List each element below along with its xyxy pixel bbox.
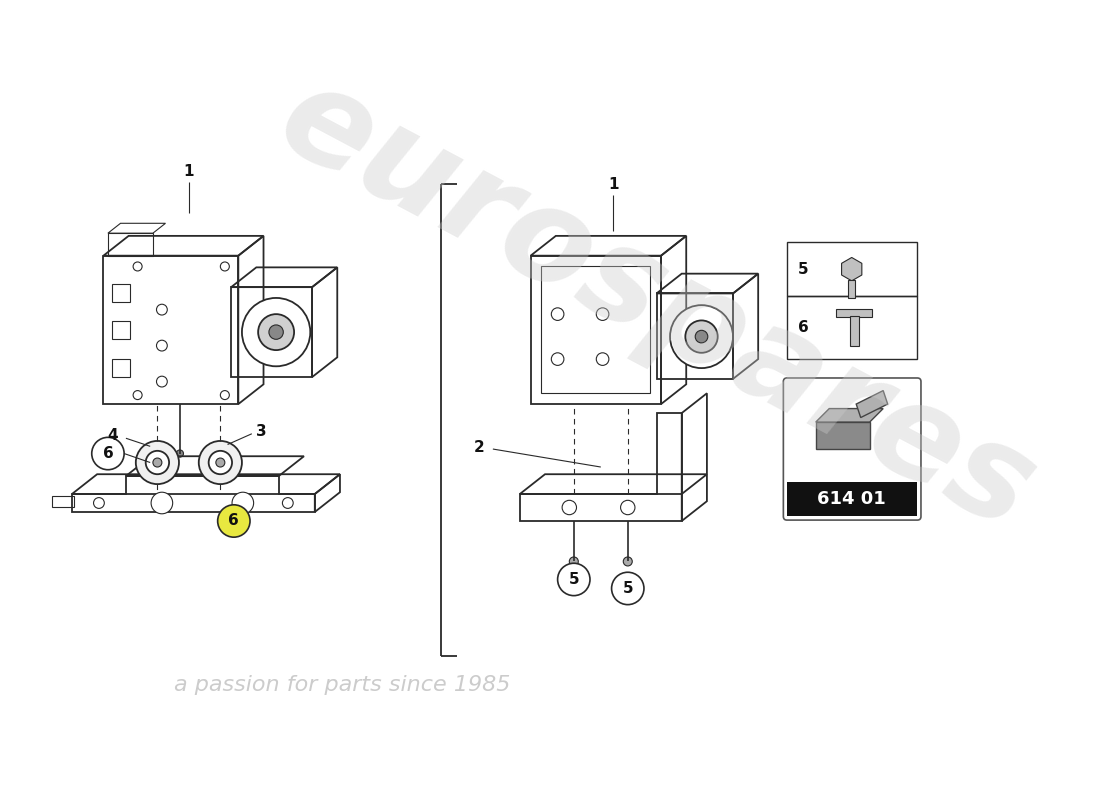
Polygon shape bbox=[842, 258, 861, 281]
Text: a passion for parts since 1985: a passion for parts since 1985 bbox=[174, 674, 510, 694]
Polygon shape bbox=[816, 422, 870, 449]
Polygon shape bbox=[856, 390, 888, 418]
Circle shape bbox=[156, 340, 167, 351]
Circle shape bbox=[199, 441, 242, 484]
Text: 5: 5 bbox=[569, 572, 579, 587]
Circle shape bbox=[91, 438, 124, 470]
Text: 5: 5 bbox=[798, 262, 808, 277]
Circle shape bbox=[218, 505, 250, 537]
Circle shape bbox=[133, 390, 142, 399]
Circle shape bbox=[220, 390, 229, 399]
Text: 5: 5 bbox=[623, 581, 634, 596]
Circle shape bbox=[596, 353, 609, 366]
Bar bbox=[108, 233, 153, 256]
Bar bbox=[530, 256, 661, 404]
FancyBboxPatch shape bbox=[783, 378, 921, 520]
Circle shape bbox=[156, 376, 167, 387]
Circle shape bbox=[232, 492, 254, 514]
Circle shape bbox=[133, 262, 142, 271]
Text: 614 01: 614 01 bbox=[817, 490, 887, 509]
Text: 3: 3 bbox=[255, 423, 266, 438]
Polygon shape bbox=[816, 409, 883, 422]
Text: 1: 1 bbox=[608, 177, 618, 192]
Bar bbox=[848, 280, 856, 298]
Circle shape bbox=[268, 325, 284, 339]
Bar bbox=[112, 359, 131, 377]
Circle shape bbox=[283, 498, 294, 508]
Circle shape bbox=[685, 321, 717, 353]
Circle shape bbox=[558, 563, 590, 596]
Bar bbox=[52, 496, 74, 506]
Circle shape bbox=[612, 572, 643, 605]
Circle shape bbox=[551, 353, 564, 366]
Circle shape bbox=[176, 450, 184, 457]
Circle shape bbox=[209, 451, 232, 474]
Bar bbox=[786, 242, 917, 296]
Text: 6: 6 bbox=[798, 320, 808, 335]
Text: 6: 6 bbox=[229, 514, 239, 529]
Circle shape bbox=[624, 557, 632, 566]
Bar bbox=[786, 296, 917, 359]
Bar bbox=[541, 266, 650, 394]
Bar bbox=[836, 309, 872, 317]
Text: eurospares: eurospares bbox=[258, 53, 1055, 557]
Circle shape bbox=[151, 492, 173, 514]
Circle shape bbox=[562, 500, 576, 514]
Bar bbox=[850, 316, 859, 346]
Circle shape bbox=[216, 458, 224, 467]
Text: 4: 4 bbox=[107, 428, 118, 443]
Circle shape bbox=[220, 262, 229, 271]
Text: 2: 2 bbox=[474, 440, 485, 454]
Circle shape bbox=[258, 314, 294, 350]
Bar bbox=[231, 287, 312, 377]
Bar bbox=[112, 322, 131, 339]
Circle shape bbox=[670, 305, 733, 368]
Circle shape bbox=[135, 441, 179, 484]
Bar bbox=[112, 283, 131, 302]
Bar bbox=[657, 294, 733, 379]
Circle shape bbox=[695, 330, 707, 343]
Circle shape bbox=[242, 298, 310, 366]
Circle shape bbox=[620, 500, 635, 514]
Circle shape bbox=[551, 308, 564, 321]
Circle shape bbox=[156, 304, 167, 315]
Circle shape bbox=[145, 451, 169, 474]
Circle shape bbox=[596, 308, 609, 321]
Circle shape bbox=[94, 498, 104, 508]
Text: 6: 6 bbox=[102, 446, 113, 461]
Bar bbox=[103, 256, 239, 404]
Circle shape bbox=[570, 557, 579, 566]
Bar bbox=[786, 482, 917, 517]
Circle shape bbox=[153, 458, 162, 467]
Text: 1: 1 bbox=[184, 164, 194, 178]
